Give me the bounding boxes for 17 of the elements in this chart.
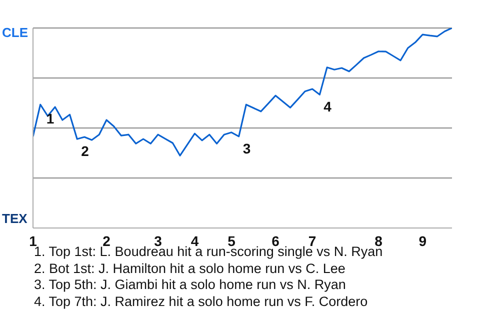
x-tick-label: 9: [418, 232, 427, 249]
annotation: 1: [46, 110, 54, 127]
x-tick-label: 7: [308, 232, 316, 249]
text: 2. Bot 1st: J. Hamilton hit a solo home run vs C. Lee: [34, 260, 346, 277]
x-tick-label: 5: [228, 232, 236, 249]
annotation: 4: [324, 98, 332, 115]
x-tick-label: 3: [154, 232, 162, 249]
text: 3. Top 5th: J. Giambi hit a solo home run vs N. Ryan: [34, 277, 347, 294]
text: CLE: [2, 25, 28, 40]
x-tick-label: 6: [272, 232, 280, 249]
x-tick-label: 8: [374, 232, 383, 249]
text: TEX: [2, 211, 28, 226]
x-tick-label: 4: [190, 232, 199, 249]
annotation: 3: [242, 140, 251, 156]
text: 4. Top 7th: J. Ramirez hit a solo home run vs F. Cordero: [34, 294, 369, 310]
x-tick-label: 2: [102, 232, 111, 249]
annotation: 2: [81, 143, 90, 159]
